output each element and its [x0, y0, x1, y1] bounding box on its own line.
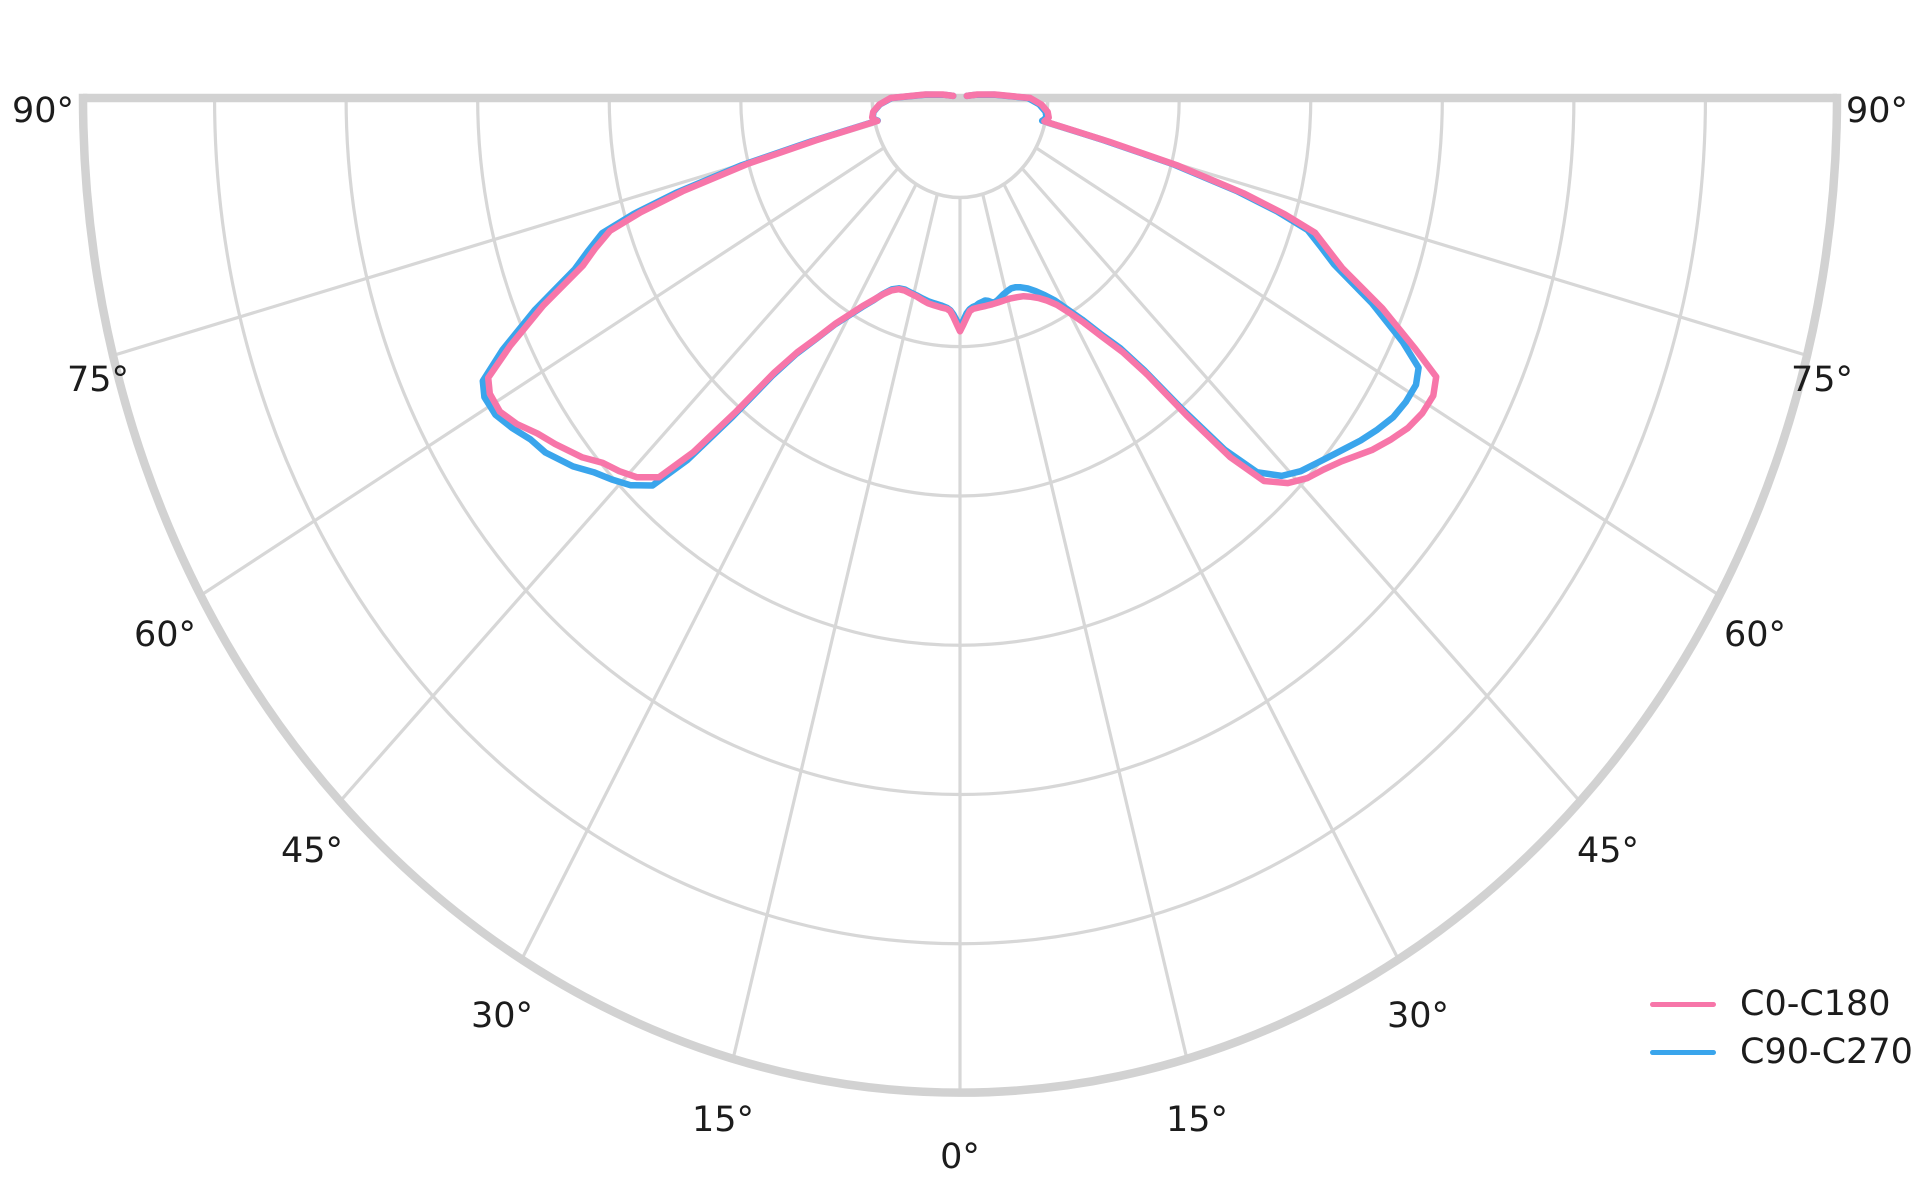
theta-label-left-45: 45°	[280, 831, 344, 871]
outer-boundary-spine	[78, 93, 1842, 1098]
theta-label-right-75: 75°	[1790, 360, 1854, 400]
hub-ring	[870, 97, 1050, 200]
theta-label-right-60: 60°	[1723, 615, 1787, 655]
polar-gridlines	[112, 97, 1808, 1093]
theta-label-left-75: 75°	[66, 360, 130, 400]
radial-gridline-ring	[607, 97, 1313, 498]
theta-label-right-30: 30°	[1386, 996, 1450, 1036]
theta-label-right-15: 15°	[1165, 1100, 1229, 1140]
polar-spines	[78, 93, 1842, 1098]
theta-label-left-15: 15°	[691, 1100, 755, 1140]
theta-label-left-90: 90°	[11, 91, 75, 131]
legend-label: C90-C270	[1740, 1031, 1913, 1072]
radial-gridline-ring	[739, 97, 1181, 349]
curve-C0-C180	[484, 91, 1440, 487]
theta-label-center-0: 0°	[940, 1137, 980, 1177]
curve-C90-C270	[479, 91, 1422, 489]
theta-label-left-60: 60°	[133, 615, 197, 655]
legend-line-swatch	[1650, 1049, 1716, 1055]
radial-gridline-ring	[344, 97, 1576, 797]
legend-item: C90-C270	[1650, 1031, 1913, 1073]
intensity-curves	[479, 91, 1440, 489]
legend-item: C0-C180	[1650, 983, 1913, 1025]
legend-line-swatch	[1650, 1001, 1716, 1007]
theta-label-left-30: 30°	[470, 996, 534, 1036]
theta-label-right-90: 90°	[1845, 91, 1909, 131]
legend-label: C0-C180	[1740, 983, 1891, 1024]
radial-gridline-ring	[476, 97, 1444, 647]
legend: C0-C180 C90-C270	[1650, 983, 1913, 1073]
radial-gridline-ring	[212, 97, 1708, 946]
theta-label-right-45: 45°	[1576, 831, 1640, 871]
